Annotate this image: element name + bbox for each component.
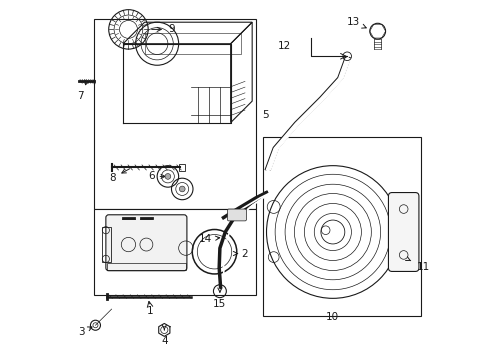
Text: 13: 13	[346, 17, 366, 28]
Text: 4: 4	[161, 325, 168, 346]
Bar	[107, 263, 186, 270]
Text: 3: 3	[78, 327, 92, 337]
Bar	[101, 226, 111, 262]
FancyBboxPatch shape	[389, 193, 419, 271]
Text: 10: 10	[326, 312, 340, 322]
Text: 8: 8	[109, 169, 129, 183]
Text: 11: 11	[406, 257, 430, 272]
Circle shape	[165, 174, 171, 179]
Text: 12: 12	[278, 41, 291, 50]
FancyBboxPatch shape	[227, 209, 246, 221]
Bar	[95, 209, 256, 295]
Text: 1: 1	[147, 306, 153, 316]
Bar	[179, 164, 185, 171]
FancyBboxPatch shape	[106, 215, 187, 271]
Circle shape	[179, 186, 185, 192]
Text: 2: 2	[233, 248, 248, 258]
Text: 5: 5	[262, 111, 269, 121]
Bar	[263, 137, 421, 316]
Text: 7: 7	[77, 80, 89, 101]
Text: 9: 9	[152, 24, 174, 35]
Text: 14: 14	[199, 234, 220, 244]
Text: 15: 15	[213, 288, 226, 309]
Bar	[145, 33, 242, 54]
Text: 6: 6	[148, 171, 165, 181]
Bar	[95, 19, 256, 209]
